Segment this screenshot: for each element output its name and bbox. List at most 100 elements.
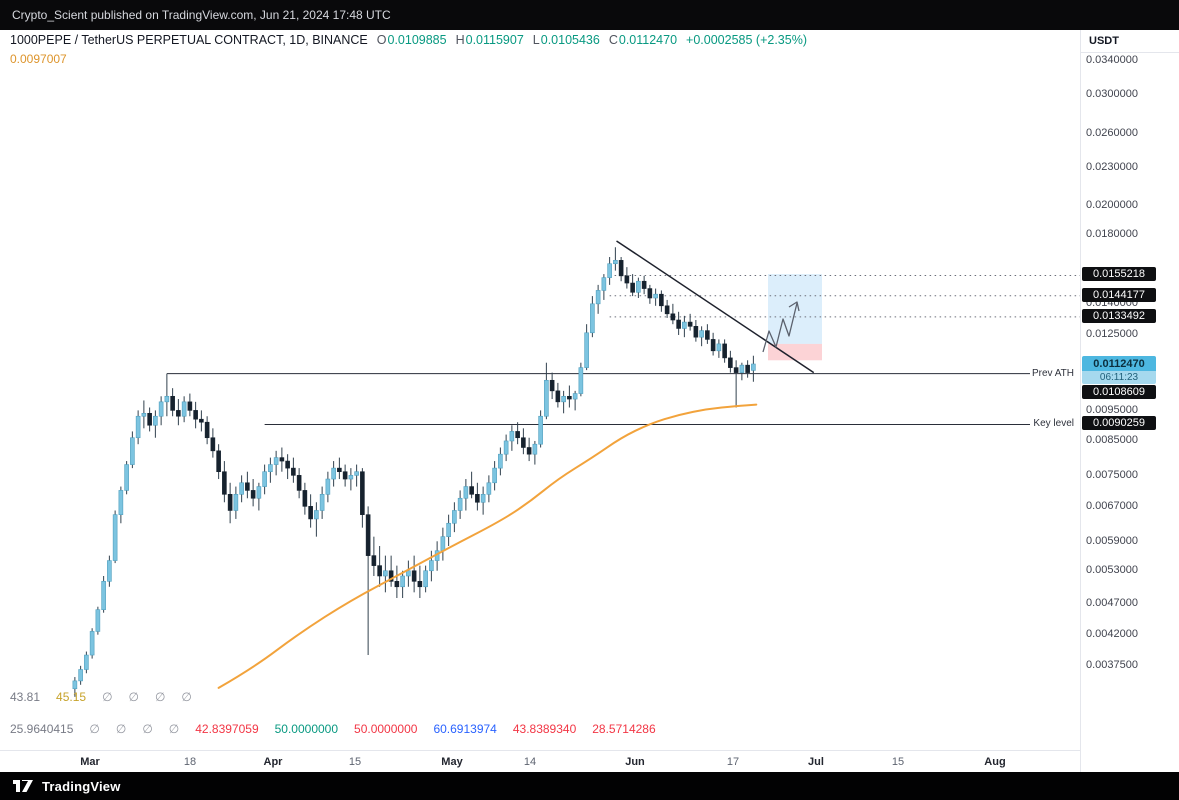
candle-body (733, 367, 739, 373)
candle-body (469, 486, 474, 495)
candle-body (187, 401, 193, 411)
candle-body (193, 410, 198, 420)
moving-average-line (217, 403, 758, 689)
candle-body (486, 482, 492, 495)
publish-bar: Crypto_Scient published on TradingView.c… (0, 0, 1179, 30)
price-axis-tick: 0.0059000 (1086, 534, 1138, 547)
indicator-value: 50.0000000 (274, 722, 339, 736)
candle-body (222, 471, 227, 495)
price-axis-tick: 0.0230000 (1086, 160, 1138, 173)
candle-body (388, 570, 394, 582)
candle-body (101, 581, 106, 610)
tradingview-brand-link[interactable]: TradingView (42, 778, 121, 794)
candle-body (653, 293, 658, 299)
ma-indicator-value: 0.0097007 (10, 52, 67, 66)
indicator-value: ∅ (181, 690, 192, 704)
candle-body (549, 379, 555, 392)
candle-body (676, 319, 681, 329)
candle-body (526, 447, 532, 455)
level-line-label: Prev ATH (1031, 367, 1074, 379)
candle-body (256, 486, 262, 499)
candle-body (204, 421, 210, 439)
candle-body (331, 467, 336, 480)
candle-body (515, 431, 520, 439)
candle-body (279, 457, 285, 462)
indicator-value: 60.6913974 (433, 722, 497, 736)
candle-body (296, 475, 302, 491)
candle-body (141, 412, 147, 417)
candle-body (147, 412, 152, 426)
indicator-value: ∅ (102, 690, 113, 704)
candle-body (319, 494, 325, 511)
time-axis-label: Mar (80, 756, 100, 768)
candle-body (595, 290, 601, 305)
candle-body (498, 453, 503, 469)
ohlc-open: O 0.0109885 (376, 33, 447, 47)
candle-body (578, 367, 584, 394)
candle-body (618, 260, 624, 277)
indicator-value: ∅ (115, 722, 127, 736)
candle-body (130, 437, 135, 465)
candle-body (613, 260, 618, 265)
candle-body (406, 570, 411, 577)
candle-body (107, 560, 112, 582)
candle-body (377, 565, 382, 577)
price-axis-tick: 0.0095000 (1086, 403, 1138, 416)
candle-body (601, 277, 607, 291)
candle-body (687, 321, 693, 327)
indicator-value: ∅ (168, 722, 180, 736)
candle-body (365, 514, 371, 556)
projection-stop-box (768, 343, 822, 361)
candle-body (440, 536, 446, 552)
candle-body (78, 669, 83, 682)
price-axis-tick: 0.0300000 (1086, 87, 1138, 100)
candle-body (728, 357, 733, 368)
candle-body (423, 570, 428, 588)
candle-body (446, 522, 451, 537)
candle-body (371, 555, 377, 566)
candle-body (354, 471, 359, 476)
price-axis-tick: 0.0042000 (1086, 628, 1138, 641)
time-axis-label: Jun (625, 756, 645, 768)
candle-body (636, 280, 641, 293)
candle-body (135, 415, 141, 439)
candle-body (308, 506, 313, 520)
candle-body (250, 490, 256, 499)
candle-body (641, 280, 647, 289)
price-axis-tick: 0.0067000 (1086, 499, 1138, 512)
indicator-value: ∅ (89, 722, 100, 736)
candle-body (503, 440, 509, 455)
price-axis[interactable]: USDT 0.0340000 0.0300000 0.0260000 0.023000… (1080, 30, 1179, 772)
ohlc-high: H 0.0115907 (455, 33, 524, 47)
candle-body (699, 330, 704, 338)
candle-body (89, 631, 95, 656)
candle-body (112, 514, 118, 561)
candle-body (567, 395, 572, 400)
candle-body (153, 415, 158, 426)
candle-body (291, 467, 296, 476)
candle-body (710, 339, 716, 352)
candle-body (417, 581, 423, 588)
axis-separator (1080, 30, 1081, 772)
symbol-title[interactable]: 1000PEPE / TetherUS PERPETUAL CONTRACT, … (10, 33, 368, 47)
candle-body (411, 570, 417, 582)
candle-body (555, 390, 561, 403)
time-axis-label: Aug (984, 756, 1006, 768)
time-axis[interactable]: Mar 18 Apr 15 May 14 Jun 17 Jul 15 Aug (0, 750, 1080, 773)
candle-body (95, 609, 101, 632)
indicator-value: 28.5714286 (592, 722, 656, 736)
price-change: +0.0002585 (+2.35%) (686, 33, 807, 47)
candle-body (664, 305, 670, 315)
candle-body (227, 494, 233, 511)
candle-body (722, 343, 727, 359)
candle-body (118, 490, 124, 515)
candle-body (584, 332, 589, 368)
candle-body (314, 510, 319, 520)
candle-body (233, 494, 239, 511)
candle-body (452, 510, 457, 524)
candle-body (348, 475, 354, 480)
candle-body (400, 575, 405, 588)
candle-body (607, 263, 612, 278)
